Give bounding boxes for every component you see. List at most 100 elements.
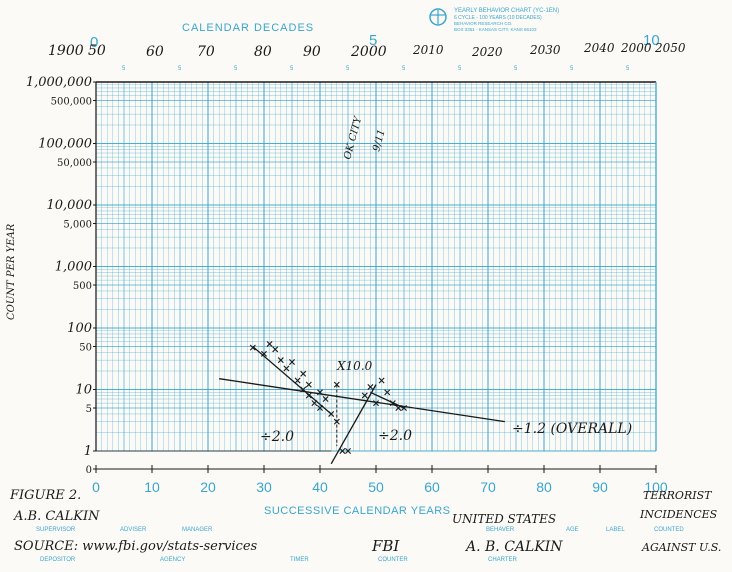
data-point [322,396,329,403]
top-minor-tick: 5 [626,66,630,72]
x-tick-label: 70 [480,479,496,495]
chart-name-line-1: YEARLY BEHAVIOR CHART (YC-1EN) [454,8,559,14]
top-minor-tick: 5 [402,66,406,72]
decade-label-2010: 2010 [412,43,444,57]
decade-tick-5: 5 [369,32,377,49]
data-point [249,344,256,351]
data-point [384,389,391,396]
annotation-div-left: ÷2.0 [260,429,294,445]
behaver-value: UNITED STATES [452,512,556,526]
printed-label-charter: CHARTER [488,557,518,563]
behavior-research-logo-icon [429,8,447,26]
top-minor-tick: 5 [346,66,350,72]
y-tick-label: 1,000,000 [26,75,92,90]
printed-label-supervisor: SUPERVISOR [36,527,76,533]
x-axis-title: SUCCESSIVE CALENDAR YEARS [264,505,451,517]
x-tick-label: 50 [368,479,384,495]
data-point [378,377,385,384]
decade-label-1900: 1900 [48,43,84,59]
decade-label-2030: 2030 [529,43,561,57]
data-point [277,357,284,364]
data-point [305,381,312,388]
data-point [272,346,279,353]
annotation-div-overall: ÷1.2 (OVERALL) [512,421,632,437]
chart-name-line-3: BEHAVIOR RESEARCH CO. [454,21,512,26]
y-tick-label: 0 [86,465,92,476]
printed-label-agency: AGENCY [160,557,185,563]
counted-line-3: AGAINST U.S. [641,541,721,554]
counted-line-2: INCIDENCES [639,508,718,521]
decade-label-70: 70 [197,44,215,60]
chart-marks [96,340,505,465]
x-tick-label: 20 [200,479,216,495]
decade-tick-10: 10 [643,32,660,49]
top-minor-tick: 5 [514,66,518,72]
data-point [294,377,301,384]
x-tick-label: 100 [644,479,668,495]
x-tick-label: 40 [312,479,328,495]
counter-value: FBI [371,537,400,555]
data-point [339,448,346,454]
counted-line-1: TERRORIST [643,489,713,502]
decade-label-2000: 2000 [350,44,387,60]
y-tick-label: 50 [79,343,92,354]
data-point [261,350,267,357]
x-tick-label: 80 [536,479,552,495]
data-point [289,359,295,365]
printed-label-label: LABEL [606,527,625,533]
y-tick-label: 50,000 [57,158,92,169]
y-tick-label: 100,000 [38,137,92,152]
data-point [367,383,374,390]
y-tick-label: 5,000 [63,220,92,231]
y-tick-label: 500,000 [51,97,92,108]
printed-label-adviser: ADVISER [120,527,147,533]
decade-label-2020: 2020 [471,45,503,59]
y-axis-title: COUNT PER YEAR [6,223,17,320]
decade-tick-0: 0 [90,34,98,51]
top-minor-tick: 5 [234,66,238,72]
decade-label-2000b: 2000 [620,41,652,55]
y-tick-label: 1,000 [55,260,92,275]
x-tick-label: 90 [592,479,608,495]
printed-label-counter: COUNTER [378,557,408,563]
chart-name-line-2: 6 CYCLE - 100 YEARS (10 DECADES) [454,15,542,21]
top-axis-title: CALENDAR DECADES [182,22,314,34]
trend-line [219,378,505,423]
chart-name-line-4: BOX 3351 - KANSAS CITY, KANS 66103 [454,27,537,32]
trend-line [252,346,332,415]
supervisor-name: A.B. CALKIN [13,509,100,524]
annotation-div-mid: ÷2.0 [378,428,412,444]
top-minor-tick: 5 [458,66,462,72]
trend-line [330,384,377,465]
data-point [300,370,307,377]
source-line: SOURCE: www.fbi.gov/stats-services [14,539,258,554]
x-tick-label: 10 [144,479,160,495]
printed-label-behaver: BEHAVER [486,527,515,533]
data-point [345,448,351,454]
x-tick-label: 60 [424,479,440,495]
chart-grid [95,81,657,452]
decade-label-2050: 2050 [654,41,686,55]
decade-label-80: 80 [254,44,272,60]
y-tick-label: 1 [84,444,92,459]
y-tick-label: 10,000 [47,198,93,213]
top-minor-tick: 5 [570,66,574,72]
charter-value: A. B. CALKIN [464,539,563,555]
data-point [266,340,273,347]
printed-label-timer: TIMER [290,557,309,563]
printed-label-counted: COUNTED [654,527,684,533]
x-tick-label: 0 [92,479,100,495]
figure-label: FIGURE 2. [9,488,81,503]
chart-axes: 5 5 5 5 5 5 5 5 5 5 1,000,000 500,000 100,000 50,000 1… [26,66,668,495]
y-tick-label: 5 [86,404,92,415]
top-minor-tick: 5 [178,66,182,72]
decade-label-90: 90 [303,44,321,60]
decade-label-2040: 2040 [583,41,615,55]
top-minor-tick: 5 [290,66,294,72]
annotation-x10: X10.0 [336,359,373,373]
printed-label-depositor: DEPOSITOR [40,557,76,563]
decade-label-60: 60 [146,44,164,60]
